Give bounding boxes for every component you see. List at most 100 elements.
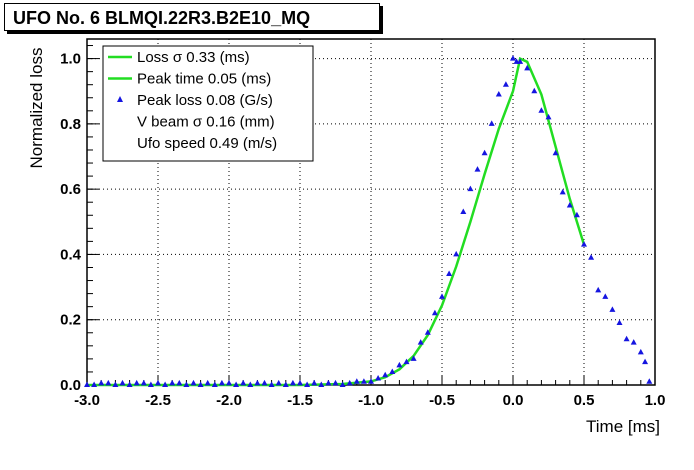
x-tick-label: -3.0 [74,392,100,409]
data-point [339,381,346,387]
y-tick-label: 0.8 [60,116,81,133]
data-point [524,64,531,71]
data-point [642,358,649,365]
data-point [133,379,140,386]
data-point [439,293,445,299]
data-point [325,379,332,386]
data-point [531,87,538,94]
data-point [360,378,367,384]
data-point [346,379,353,386]
data-point [552,149,559,156]
data-point [226,379,232,386]
data-point [588,254,595,260]
data-point [467,185,474,192]
data-point [637,348,644,355]
y-tick-label: 0.4 [60,246,82,263]
y-tick-label: 0.2 [60,312,81,329]
legend: Loss σ 0.33 (ms) Peak time 0.05 (ms) Peak … [102,45,314,162]
data-point [204,379,211,386]
data-point [375,374,382,381]
data-point [609,306,616,312]
legend-triangle-symbol [117,96,123,102]
data-point [275,379,282,386]
data-point [431,309,438,316]
x-tick-label: 0.0 [503,392,524,409]
x-tick-label: -0.5 [429,392,455,409]
data-point [190,379,197,386]
data-point [502,81,509,87]
data-point [545,113,552,120]
x-tick-label: -2.5 [145,392,171,409]
data-point [140,379,147,386]
data-point [98,379,105,386]
data-point [623,335,630,342]
chart-title: UFO No. 6 BLMQI.22R3.B2E10_MQ [4,3,380,31]
axes: -3.0 -2.5 -2.0 -1.5 -1.0 -0.5 0.0 0.5 1.0 0.0 0.2 0… [60,45,666,409]
y-axis-title: Normalized loss [27,48,46,169]
grid [87,39,655,385]
data-point [289,379,296,386]
x-tick-label: 0.5 [574,392,595,409]
data-point [282,381,289,387]
x-tick-label: -2.0 [216,392,242,409]
data-point [183,381,190,387]
data-points [84,55,653,387]
data-point [495,90,502,97]
x-axis-title: Time [ms] [586,417,660,436]
data-point [581,241,587,247]
data-point [197,381,204,387]
data-point [176,379,183,386]
data-point [481,149,488,156]
data-point [261,379,268,386]
y-tick-label: 0.6 [60,181,81,198]
data-point [112,381,119,387]
data-point [616,319,623,325]
data-point [311,379,318,386]
legend-box [102,45,314,162]
data-point [254,379,261,386]
data-point [119,379,126,386]
data-point [169,379,176,386]
data-point [318,381,325,387]
data-point [410,355,417,361]
data-point [630,339,637,345]
data-point [211,381,218,387]
x-tick-label: -1.5 [287,392,313,409]
data-point [268,381,275,387]
data-point [460,208,467,214]
data-point [155,379,161,386]
legend-label: Peak loss 0.08 (G/s) [137,92,273,109]
legend-label: Peak time 0.05 (ms) [137,71,271,88]
data-point [602,293,609,299]
data-point [538,107,545,113]
data-point [126,381,133,387]
legend-label: V beam σ 0.16 (mm) [137,114,275,131]
data-point [84,381,90,387]
data-point [595,286,602,293]
data-point [446,270,453,277]
data-point [105,379,112,386]
data-point [510,55,516,61]
data-point [162,381,169,387]
data-point [474,166,481,172]
data-point [396,361,403,368]
data-point [233,381,240,387]
data-point [424,329,431,335]
x-tick-label: 1.0 [645,392,666,409]
data-point [353,378,360,384]
legend-label: Loss σ 0.33 (ms) [137,49,250,66]
data-point [559,188,566,195]
data-point [218,379,225,386]
data-point [247,381,254,387]
data-point [566,201,573,208]
data-point [646,378,653,384]
legend-label: Ufo speed 0.49 (m/s) [137,135,277,152]
data-point [91,381,98,387]
data-point [297,379,303,386]
data-point [417,339,424,345]
data-point [382,371,389,378]
x-tick-label: -1.0 [358,392,384,409]
data-point [488,120,495,126]
data-point [517,58,524,64]
